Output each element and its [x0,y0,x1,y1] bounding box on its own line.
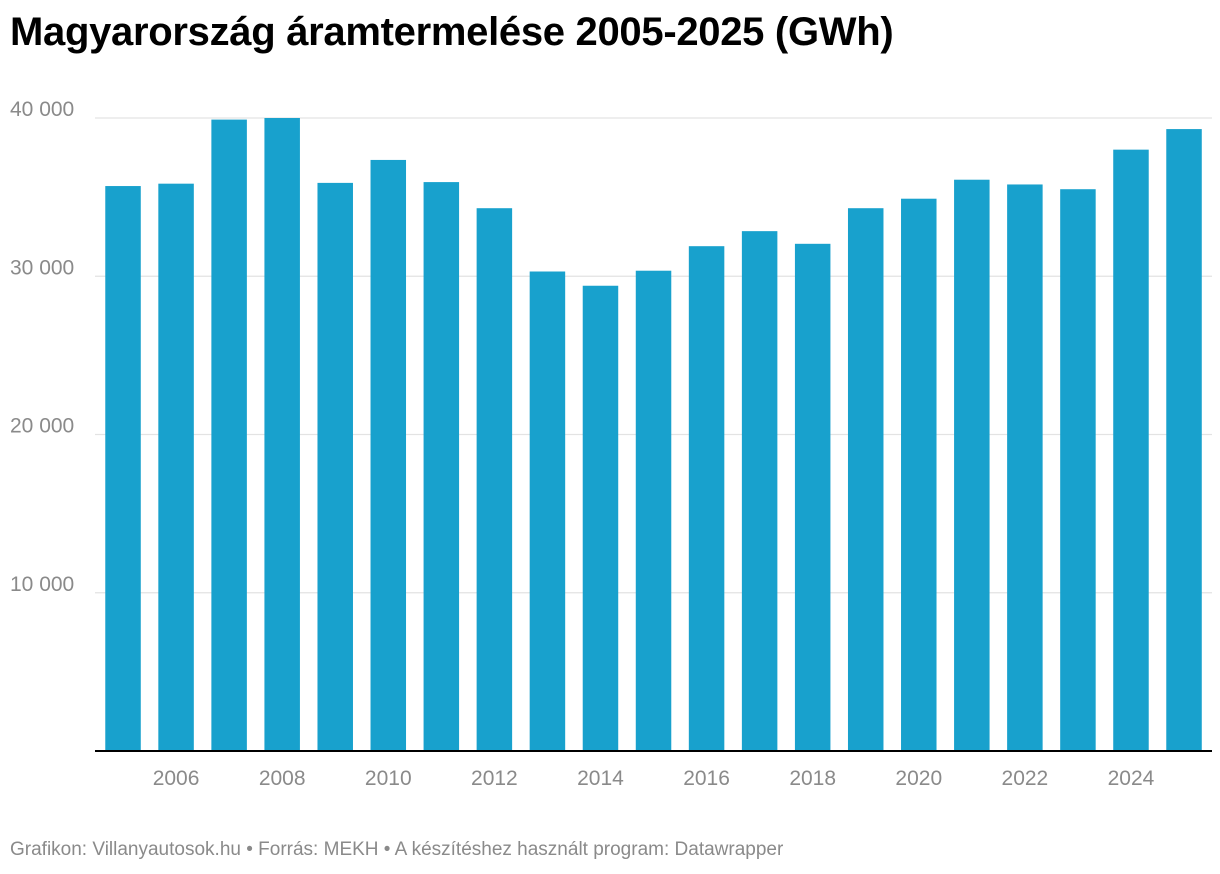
x-tick-label: 2024 [1108,767,1155,790]
x-axis-ticks: 2006 2008 2010 2012 2014 2016 2018 2020 2022 2024 [153,767,1155,790]
bar-2015 [635,270,672,751]
x-tick-label: 2006 [153,767,200,790]
x-tick-label: 2016 [683,767,730,790]
bar-2022 [1007,184,1043,752]
y-tick-label: 20 000 [10,415,74,438]
bar-2016 [688,246,725,751]
bars [105,118,1202,752]
x-tick-label: 2022 [1002,767,1049,790]
y-tick-label: 10 000 [10,573,74,596]
bar-2007 [211,119,247,751]
bar-2019 [847,208,884,751]
bar-2023 [1060,189,1096,751]
bar-2013 [529,271,566,751]
x-tick-label: 2018 [789,767,836,790]
y-axis-ticks: 10 000 20 000 30 000 40 000 [10,98,74,596]
bar-2005 [105,186,141,752]
chart-title: Magyarország áramtermelése 2005-2025 (GW… [10,10,894,54]
x-tick-label: 2020 [895,767,942,790]
x-tick-label: 2014 [577,767,624,790]
x-tick-label: 2010 [365,767,412,790]
bar-2018 [794,243,831,751]
bar-2014 [582,285,619,751]
y-tick-label: 30 000 [10,256,74,279]
bar-2025 [1166,129,1202,751]
y-tick-label: 40 000 [10,98,74,121]
source-footer: Grafikon: Villanyautosok.hu • Forrás: ME… [10,839,784,860]
x-tick-label: 2012 [471,767,518,790]
x-tick-label: 2008 [259,767,306,790]
bar-2012 [476,208,513,751]
bar-2020 [901,198,937,751]
bar-2021 [954,179,990,751]
bar-2006 [158,183,194,751]
bar-2024 [1113,149,1149,751]
bar-2011 [423,182,460,751]
bar-2010 [370,159,407,751]
bar-2008 [264,118,300,751]
bar-2017 [741,231,778,751]
bar-2009 [317,182,353,751]
